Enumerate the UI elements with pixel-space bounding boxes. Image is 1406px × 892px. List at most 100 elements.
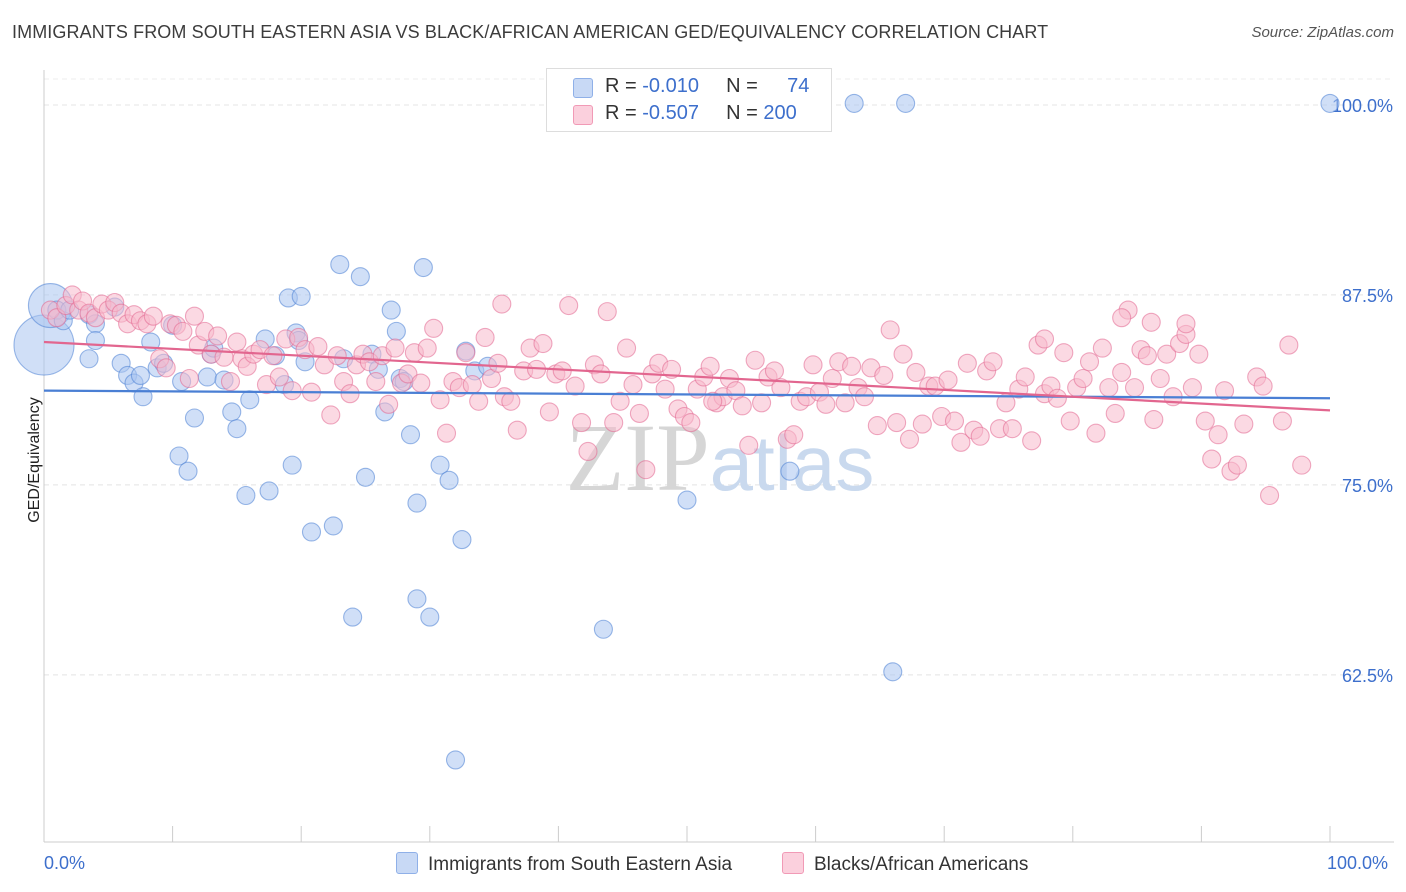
point-0-26 bbox=[227, 419, 247, 439]
y-tick-labels: 100.0% 87.5% 75.0% 62.5% bbox=[1332, 96, 1393, 686]
point-1-52 bbox=[366, 371, 386, 392]
point-0-59 bbox=[420, 607, 440, 627]
point-1-90 bbox=[610, 391, 630, 411]
trend-line-1 bbox=[43, 340, 1331, 412]
point-0-61 bbox=[439, 470, 459, 490]
point-1-137 bbox=[912, 414, 932, 434]
point-1-98 bbox=[662, 359, 682, 379]
point-1-190 bbox=[1260, 485, 1280, 506]
point-1-162 bbox=[1073, 368, 1093, 389]
point-0-56 bbox=[407, 493, 427, 513]
point-1-154 bbox=[1022, 431, 1042, 451]
point-1-39 bbox=[282, 381, 302, 401]
point-1-180 bbox=[1189, 344, 1209, 364]
point-1-114 bbox=[764, 361, 784, 381]
point-1-131 bbox=[874, 365, 894, 386]
point-0-52 bbox=[386, 321, 406, 341]
point-1-160 bbox=[1060, 411, 1080, 431]
point-0-69 bbox=[844, 93, 864, 113]
point-1-61 bbox=[424, 318, 444, 338]
point-0-66 bbox=[593, 619, 613, 639]
point-1-172 bbox=[1137, 346, 1157, 366]
point-0-8 bbox=[79, 349, 99, 369]
point-0-67 bbox=[677, 490, 697, 510]
point-0-25 bbox=[222, 402, 242, 422]
point-1-78 bbox=[533, 333, 553, 354]
y-tick-label-1: 87.5% bbox=[1342, 286, 1393, 306]
chart-title: IMMIGRANTS FROM SOUTH EASTERN ASIA VS BL… bbox=[12, 22, 1049, 42]
point-1-193 bbox=[1292, 455, 1312, 475]
point-1-192 bbox=[1279, 335, 1299, 355]
x-axis-min-label: 0.0% bbox=[44, 853, 86, 873]
point-1-126 bbox=[842, 356, 862, 376]
trend-lines bbox=[43, 340, 1331, 412]
point-1-120 bbox=[803, 355, 823, 375]
point-1-148 bbox=[983, 352, 1003, 372]
point-0-68 bbox=[780, 461, 800, 481]
point-1-146 bbox=[970, 426, 990, 446]
point-1-133 bbox=[887, 413, 907, 433]
point-1-186 bbox=[1227, 455, 1247, 475]
point-0-21 bbox=[197, 367, 217, 387]
point-1-36 bbox=[263, 346, 283, 366]
point-1-174 bbox=[1150, 368, 1170, 389]
legend-item-black: Blacks/African Americans bbox=[782, 852, 1028, 876]
point-1-82 bbox=[559, 296, 579, 316]
point-1-183 bbox=[1208, 425, 1228, 445]
point-1-187 bbox=[1234, 414, 1254, 434]
point-1-29 bbox=[220, 371, 241, 392]
point-0-46 bbox=[350, 267, 370, 287]
point-1-173 bbox=[1144, 409, 1164, 430]
point-1-184 bbox=[1214, 381, 1235, 401]
point-1-63 bbox=[436, 423, 457, 443]
point-1-74 bbox=[507, 420, 527, 440]
point-1-67 bbox=[462, 375, 482, 395]
point-1-199 bbox=[703, 391, 723, 411]
point-1-55 bbox=[385, 338, 405, 358]
point-0-43 bbox=[330, 254, 350, 275]
point-1-158 bbox=[1047, 388, 1067, 408]
point-0-28 bbox=[169, 446, 189, 466]
point-1-163 bbox=[1079, 352, 1100, 372]
point-1-143 bbox=[951, 432, 971, 452]
x-axis-max-label: 100.0% bbox=[1327, 853, 1389, 873]
point-1-46 bbox=[327, 346, 347, 366]
point-1-168 bbox=[1112, 362, 1132, 382]
point-1-136 bbox=[906, 362, 926, 382]
point-1-115 bbox=[771, 378, 791, 398]
point-1-62 bbox=[430, 390, 450, 410]
point-1-21 bbox=[173, 321, 193, 341]
point-1-59 bbox=[411, 373, 431, 393]
point-0-51 bbox=[381, 300, 401, 320]
point-1-125 bbox=[835, 393, 855, 413]
point-1-68 bbox=[469, 391, 489, 411]
point-1-153 bbox=[1015, 367, 1035, 387]
point-1-166 bbox=[1099, 378, 1119, 398]
point-0-55 bbox=[400, 425, 421, 445]
point-0-31 bbox=[259, 481, 279, 501]
point-1-79 bbox=[539, 402, 559, 422]
point-1-109 bbox=[732, 396, 752, 416]
point-1-66 bbox=[456, 343, 476, 363]
point-1-87 bbox=[591, 364, 611, 384]
y-tick-label-3: 62.5% bbox=[1342, 666, 1393, 686]
point-1-111 bbox=[745, 350, 765, 370]
point-1-57 bbox=[398, 364, 418, 384]
point-1-141 bbox=[938, 370, 958, 390]
point-1-189 bbox=[1253, 376, 1273, 396]
point-0-29 bbox=[178, 461, 198, 481]
point-1-132 bbox=[880, 320, 900, 340]
point-1-92 bbox=[623, 375, 643, 395]
point-1-164 bbox=[1086, 423, 1106, 443]
point-0-71 bbox=[883, 662, 903, 682]
point-1-101 bbox=[681, 413, 701, 433]
point-1-159 bbox=[1054, 343, 1074, 363]
point-1-182 bbox=[1202, 449, 1222, 469]
point-0-40 bbox=[291, 286, 311, 306]
legend-swatch-black-bottom bbox=[782, 852, 804, 874]
point-1-181 bbox=[1195, 411, 1215, 431]
legend-swatch-black bbox=[573, 105, 593, 125]
point-0-9 bbox=[85, 330, 105, 351]
point-1-22 bbox=[179, 368, 199, 389]
point-1-71 bbox=[488, 353, 508, 373]
